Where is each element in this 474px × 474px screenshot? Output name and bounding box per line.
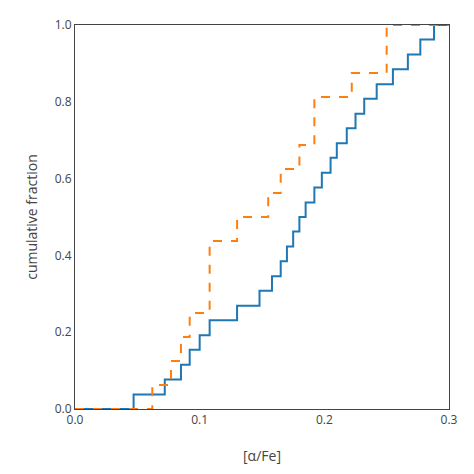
svg-text:0.2: 0.2	[316, 411, 333, 428]
svg-text:0.1: 0.1	[191, 411, 208, 428]
svg-text:cumulative fraction: cumulative fraction	[22, 154, 41, 280]
svg-text:0.4: 0.4	[55, 247, 72, 264]
svg-text:0.6: 0.6	[55, 170, 72, 187]
svg-text:0.0: 0.0	[67, 411, 84, 428]
svg-text:1.0: 1.0	[55, 16, 72, 33]
svg-text:[α/Fe]: [α/Fe]	[243, 446, 281, 465]
svg-text:0.3: 0.3	[441, 411, 458, 428]
svg-text:0.8: 0.8	[55, 93, 72, 110]
svg-text:0.0: 0.0	[55, 400, 72, 417]
svg-text:0.2: 0.2	[55, 323, 72, 340]
